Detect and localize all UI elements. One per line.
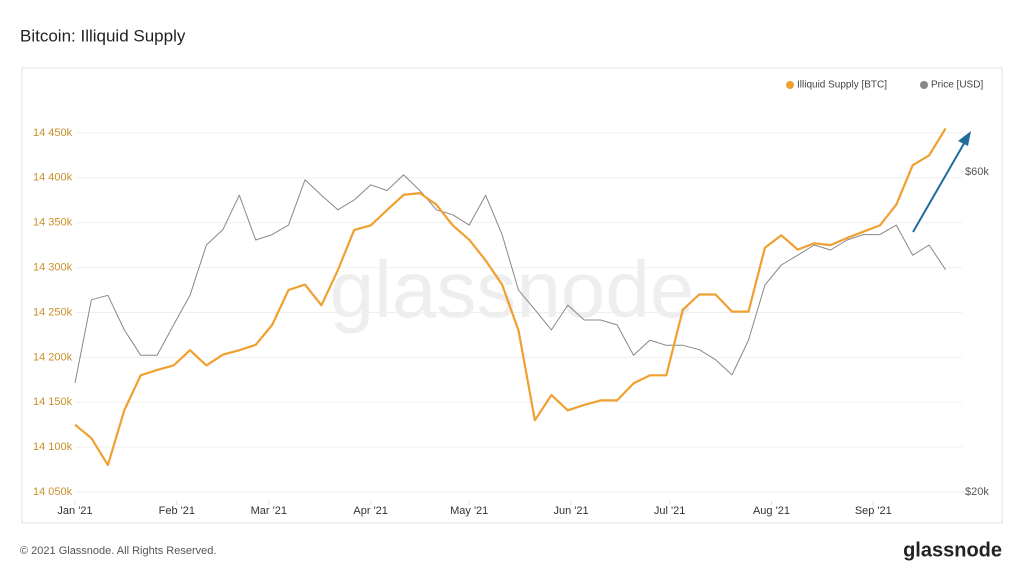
y-tick-label: 14 250k — [33, 306, 73, 318]
y-tick-label: 14 100k — [33, 441, 73, 453]
arrow-shaft — [912, 139, 967, 233]
series-line — [74, 174, 947, 384]
plot: 14 050k 14 100k 14 150k 14 200k 14 250k 14 30… — [33, 127, 989, 517]
x-tick-label: Mar '21 — [251, 505, 287, 517]
x-tick-label: Jun '21 — [553, 505, 588, 517]
x-tick-label: Jan '21 — [57, 505, 92, 517]
y-tick-label: 14 350k — [33, 217, 73, 229]
x-tick-label: Sep '21 — [855, 505, 892, 517]
legend-dot — [786, 81, 794, 89]
trend-arrow — [912, 131, 971, 233]
y2-tick-label: $20k — [965, 486, 989, 498]
y-tick-label: 14 200k — [33, 351, 73, 363]
legend: Illiquid Supply [BTC] Price [USD] — [786, 80, 983, 91]
watermark: glassnode — [330, 245, 695, 334]
legend-label: Price [USD] — [931, 80, 983, 91]
logo: glassnode — [903, 539, 1002, 561]
y-tick-label: 14 150k — [33, 396, 73, 408]
x-tick-label: Jul '21 — [654, 505, 685, 517]
chart-title: Bitcoin: Illiquid Supply — [20, 26, 186, 45]
footer: © 2021 Glassnode. All Rights Reserved. — [20, 545, 216, 557]
y-tick-label: 14 450k — [33, 127, 73, 139]
y-tick-label: 14 050k — [33, 486, 73, 498]
x-tick-label: May '21 — [450, 505, 488, 517]
series-line — [74, 127, 947, 467]
y-tick-label: 14 300k — [33, 261, 73, 273]
legend-label: Illiquid Supply [BTC] — [797, 80, 887, 91]
x-tick-label: Aug '21 — [753, 505, 790, 517]
x-tick-label: Apr '21 — [353, 505, 388, 517]
x-tick-label: Feb '21 — [159, 505, 195, 517]
y-tick-label: 14 400k — [33, 172, 73, 184]
y2-tick-label: $60k — [965, 166, 989, 178]
arrow-head — [958, 131, 971, 146]
legend-dot — [920, 81, 928, 89]
